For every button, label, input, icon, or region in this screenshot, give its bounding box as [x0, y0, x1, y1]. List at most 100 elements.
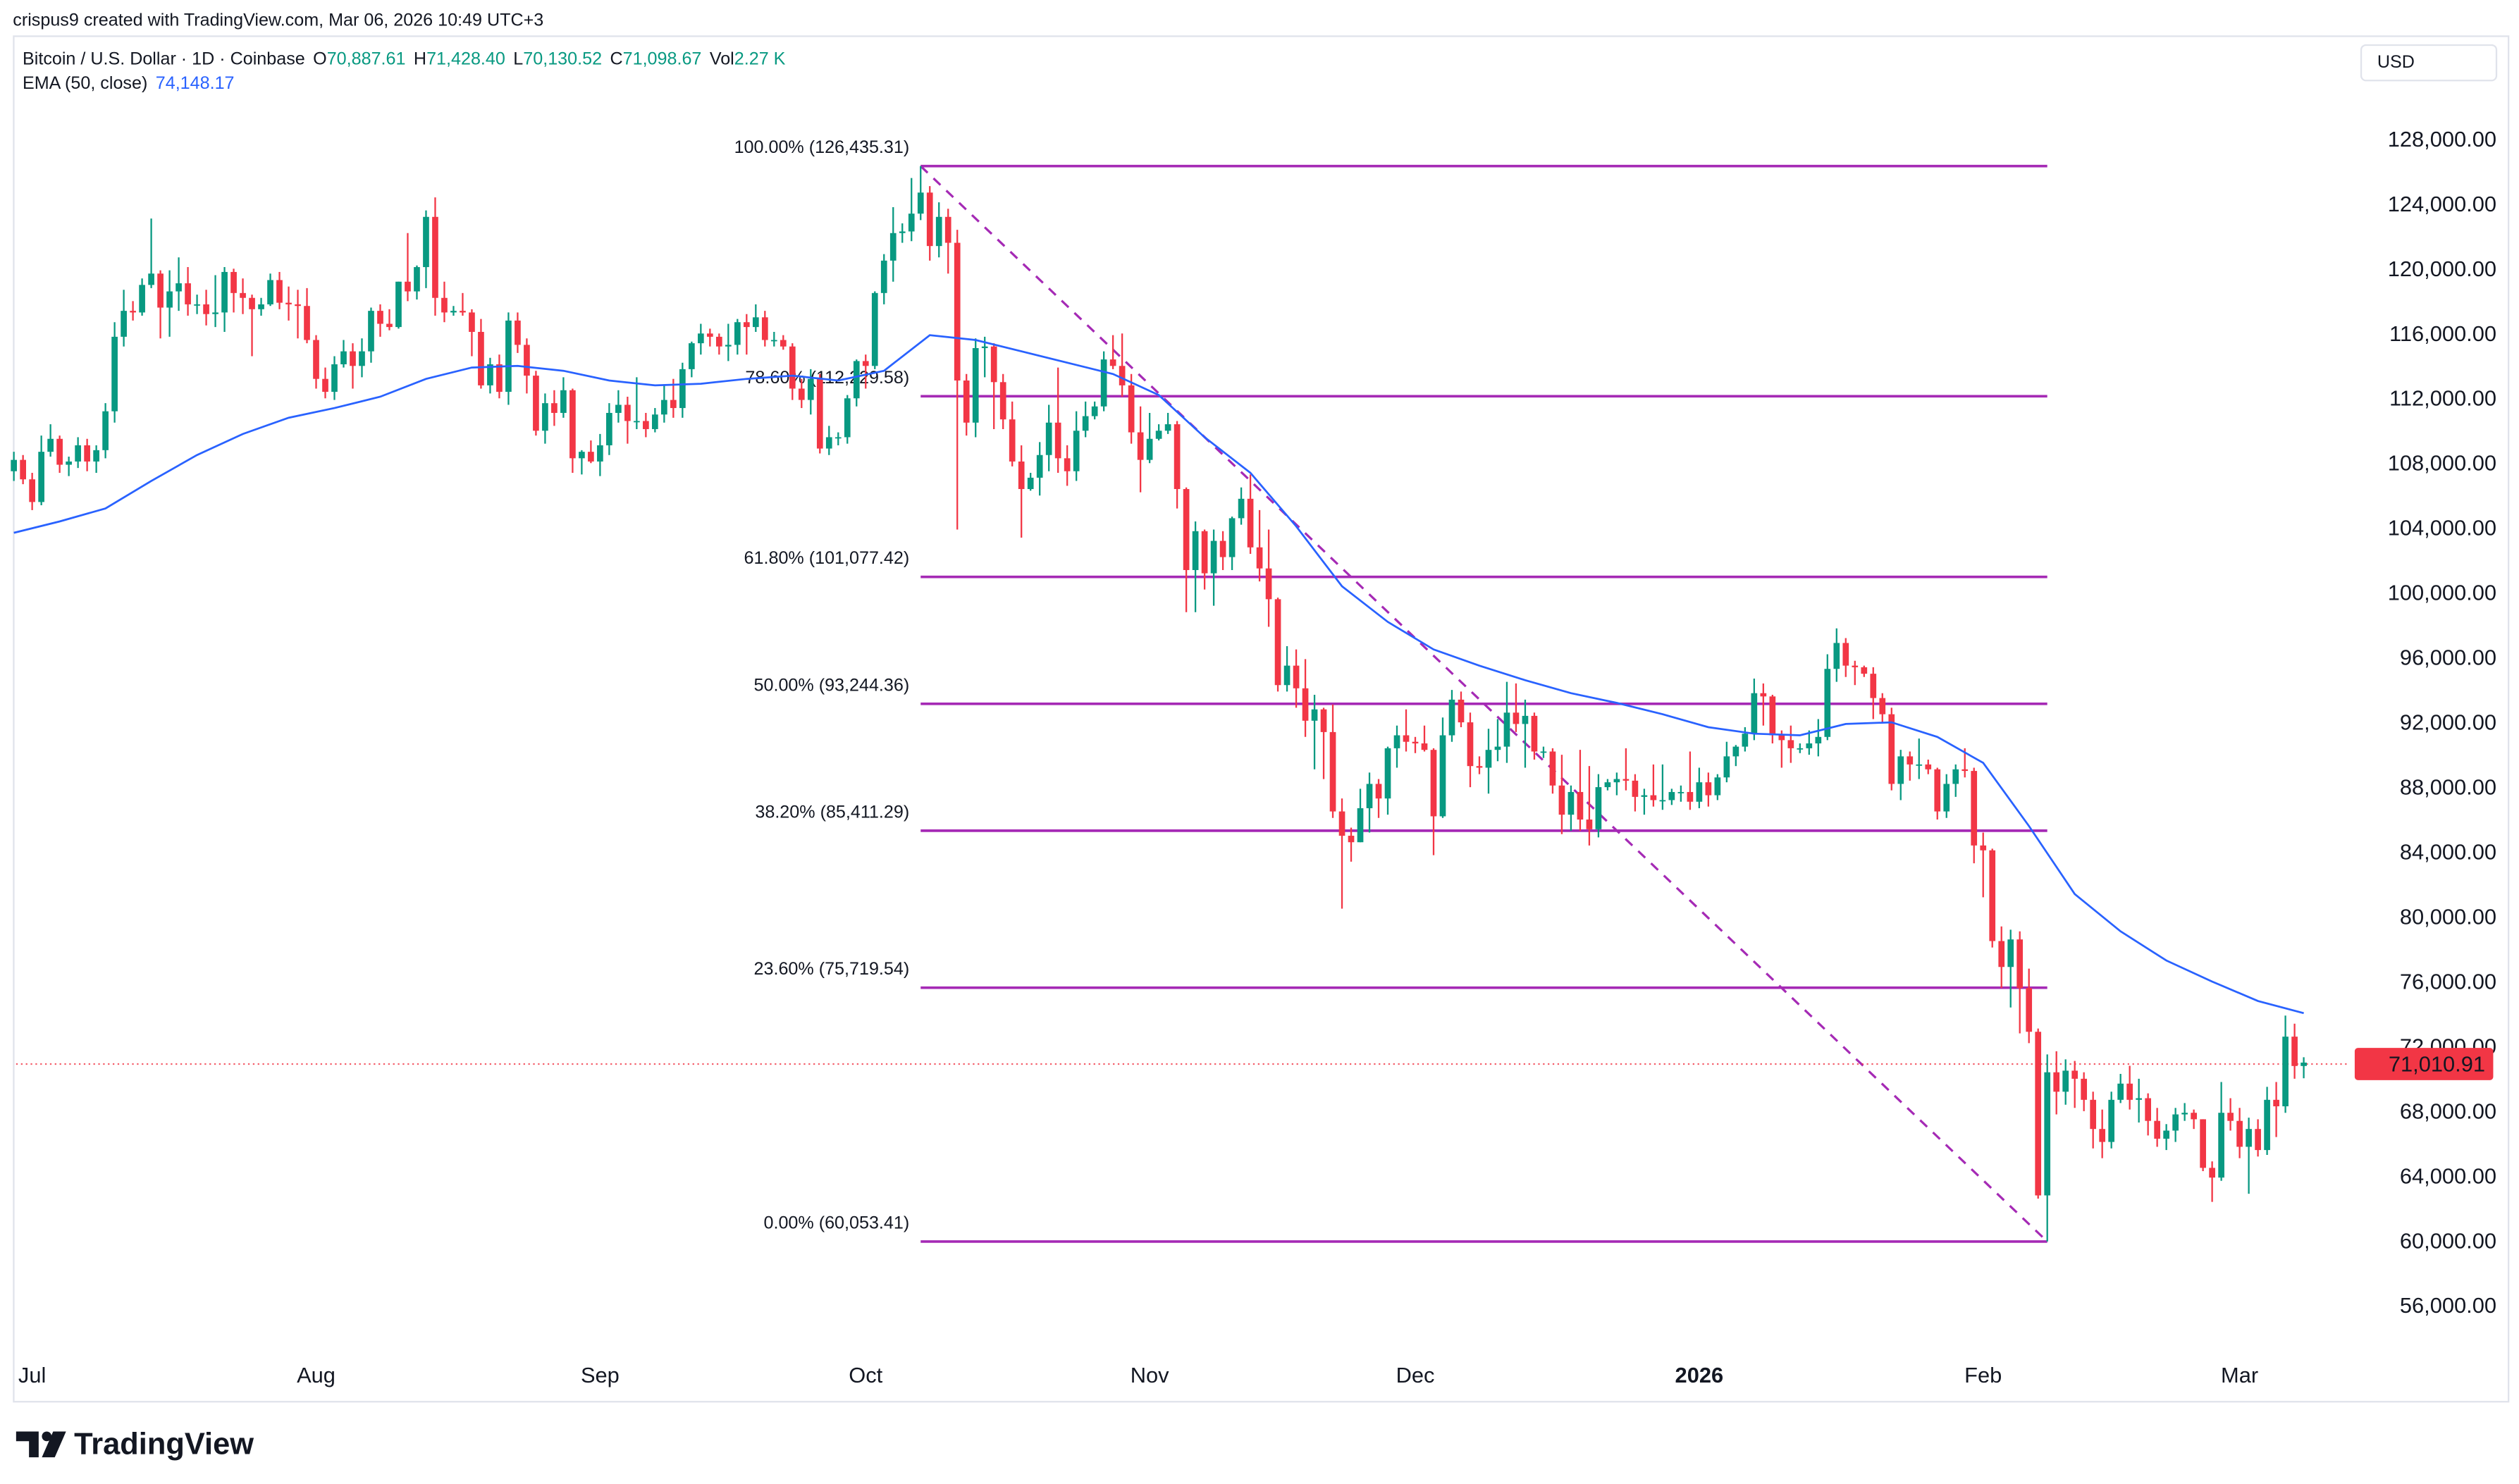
candle-body — [386, 323, 393, 328]
y-tick-label: 112,000.00 — [2389, 386, 2496, 411]
y-tick-label: 108,000.00 — [2388, 451, 2496, 476]
candle-body — [2081, 1078, 2088, 1100]
candle-body — [267, 280, 273, 304]
candle-body — [935, 216, 942, 247]
candle-body — [1476, 766, 1483, 768]
candle-body — [395, 281, 402, 328]
candle-body — [560, 390, 567, 413]
y-tick-label: 68,000.00 — [2400, 1099, 2496, 1123]
candle-body — [1632, 780, 1639, 797]
candle-body — [1723, 756, 1730, 778]
candle-body — [1219, 540, 1226, 557]
candle-body — [1448, 699, 1455, 736]
candle-body — [1045, 422, 1052, 455]
candle-body — [1348, 836, 1355, 843]
x-tick-label: Mar — [2221, 1363, 2258, 1387]
candle-body — [276, 280, 283, 303]
candle-body — [66, 461, 72, 465]
legend-key: Vol — [710, 49, 734, 68]
candle-body — [1677, 791, 1685, 793]
y-tick-label: 60,000.00 — [2400, 1228, 2496, 1253]
brand-logo — [16, 1431, 66, 1458]
candle-body — [1540, 751, 1547, 753]
legend-value: 71,428.40 — [426, 49, 505, 68]
candle-body — [643, 421, 649, 429]
candle-body — [1503, 712, 1510, 747]
candle-body — [1934, 769, 1941, 812]
candle-body — [926, 192, 933, 247]
candle-body — [1458, 699, 1465, 723]
candle-body — [102, 411, 109, 450]
candle-body — [542, 403, 548, 431]
candle-body — [2035, 1032, 2042, 1196]
fib-label: 0.00% (60,053.41) — [764, 1213, 910, 1232]
candle-body — [56, 438, 63, 465]
candle-body — [2090, 1099, 2097, 1130]
candle-body — [688, 343, 695, 369]
candle-body — [2246, 1129, 2252, 1147]
y-tick-label: 84,000.00 — [2400, 839, 2496, 864]
candle-body — [414, 267, 420, 292]
fib-label: 61.80% (101,077.42) — [744, 548, 910, 568]
candle-body — [1183, 489, 1190, 570]
candle-body — [807, 378, 814, 400]
candle-body — [1274, 599, 1281, 686]
candle-body — [798, 388, 805, 400]
candle-body — [368, 311, 374, 352]
candle-body — [1174, 424, 1181, 490]
candle-body — [871, 292, 878, 366]
legend-key: O — [313, 49, 327, 68]
ema-line — [13, 334, 2304, 1015]
candle-body — [350, 351, 356, 366]
candle-body — [258, 304, 264, 309]
candle-body — [139, 285, 145, 313]
candle-body — [1036, 455, 1043, 478]
candle-body — [1009, 419, 1016, 462]
legend-value: 70,887.61 — [327, 49, 406, 68]
candle-body — [588, 452, 594, 462]
candle-body — [1201, 531, 1208, 574]
candle-body — [1375, 784, 1382, 799]
candle-body — [2026, 988, 2033, 1032]
y-tick-label: 124,000.00 — [2388, 192, 2496, 216]
candle-body — [20, 459, 26, 480]
candle-body — [880, 260, 887, 293]
candle-body — [203, 304, 209, 314]
candle-body — [1073, 431, 1080, 471]
candle-body — [715, 336, 722, 347]
candle-body — [533, 376, 539, 431]
y-tick-label: 128,000.00 — [2388, 127, 2496, 152]
ema-legend: EMA (50, close) 74,148.17 — [23, 73, 235, 92]
candle-body — [2071, 1070, 2078, 1079]
candle-body — [121, 311, 127, 337]
candle-body — [2053, 1072, 2060, 1092]
candle-body — [1366, 784, 1373, 808]
candle-body — [853, 361, 860, 399]
candle-body — [304, 306, 310, 340]
x-tick-label: Jul — [18, 1363, 46, 1387]
candle-body — [1714, 777, 1721, 796]
candle-body — [1384, 748, 1391, 799]
candle-body — [899, 231, 906, 233]
candle-body — [1311, 709, 1318, 721]
candle-body — [1146, 438, 1153, 460]
candle-body — [661, 400, 667, 415]
candle-body — [1018, 461, 1025, 490]
candle-body — [1238, 498, 1245, 519]
candle-body — [1971, 771, 1978, 846]
candle-body — [432, 216, 438, 298]
candle-body — [1568, 791, 1575, 815]
candle-body — [1879, 698, 1886, 715]
candle-body — [972, 348, 979, 423]
candle-body — [606, 412, 612, 445]
candle-body — [1787, 740, 1794, 748]
logo-shape — [16, 1431, 39, 1458]
candle-body — [1842, 643, 1849, 666]
candle-body — [2218, 1113, 2224, 1178]
candle-body — [1210, 540, 1217, 574]
candle-body — [780, 340, 787, 347]
candle-body — [194, 304, 200, 306]
candle-body — [240, 292, 246, 298]
currency-box — [2360, 44, 2498, 82]
